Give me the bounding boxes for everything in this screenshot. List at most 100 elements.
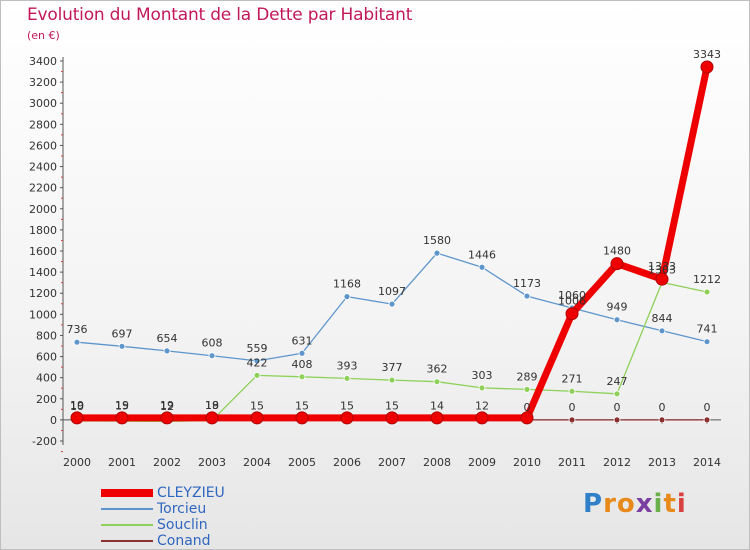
data-label: 15 <box>115 399 129 412</box>
data-label: 1173 <box>513 277 541 290</box>
data-point <box>613 416 621 424</box>
data-point <box>73 338 81 346</box>
data-label: 19 <box>70 399 84 412</box>
data-label: 1333 <box>648 260 676 273</box>
legend-swatch <box>101 508 153 510</box>
data-label: 15 <box>295 399 309 412</box>
data-point <box>613 390 621 398</box>
x-tick-label: 2005 <box>288 456 316 469</box>
x-tick-label: 2007 <box>378 456 406 469</box>
legend-swatch <box>101 489 153 497</box>
data-label: 0 <box>659 401 666 414</box>
data-point <box>343 293 351 301</box>
data-label: 303 <box>472 369 493 382</box>
data-point <box>160 411 174 425</box>
logo-letter: i <box>676 489 687 519</box>
data-label: 18 <box>205 399 219 412</box>
y-tick-label: -200 <box>32 435 57 448</box>
y-tick-label: 2000 <box>29 203 57 216</box>
legend-label: Souclin <box>157 517 208 533</box>
data-point <box>703 416 711 424</box>
legend-label: CLEYZIEU <box>157 485 225 501</box>
data-label: 1060 <box>558 289 586 302</box>
y-tick-label: 2600 <box>29 139 57 152</box>
data-label: 10 <box>70 400 84 413</box>
data-point <box>385 411 399 425</box>
data-label: 736 <box>67 323 88 336</box>
data-point <box>343 375 351 382</box>
data-label: 654 <box>157 332 178 345</box>
data-point <box>115 411 129 425</box>
y-tick-label: 3400 <box>29 55 57 68</box>
y-tick-label: 0 <box>50 414 57 427</box>
y-tick-label: 800 <box>36 329 57 342</box>
data-label: 1580 <box>423 234 451 247</box>
y-tick-label: 1000 <box>29 308 57 321</box>
data-point <box>295 411 309 425</box>
data-label: 1097 <box>378 285 406 298</box>
data-label: 289 <box>517 370 538 383</box>
proxiti-logo: Proxiti <box>583 489 687 519</box>
data-point <box>613 316 621 324</box>
data-label: 1212 <box>693 273 721 286</box>
data-point <box>253 357 261 365</box>
data-label: 271 <box>562 372 583 385</box>
data-label: 19 <box>115 399 129 412</box>
x-tick-label: 2003 <box>198 456 226 469</box>
y-tick-label: 1600 <box>29 245 57 258</box>
data-label: 1006 <box>558 295 586 308</box>
data-label: 1446 <box>468 248 496 261</box>
data-label: 559 <box>247 342 268 355</box>
x-tick-label: 2006 <box>333 456 361 469</box>
x-tick-label: 2000 <box>63 456 91 469</box>
y-tick-label: 2800 <box>29 118 57 131</box>
logo-letter: i <box>653 489 664 519</box>
data-point <box>610 257 624 271</box>
data-label: 3343 <box>693 48 721 61</box>
data-point <box>478 263 486 271</box>
legend-label: Conand <box>157 533 211 549</box>
y-tick-label: 600 <box>36 351 57 364</box>
x-tick-label: 2001 <box>108 456 136 469</box>
data-label: 631 <box>292 334 313 347</box>
x-tick-label: 2008 <box>423 456 451 469</box>
y-tick-label: 1200 <box>29 287 57 300</box>
y-tick-label: 200 <box>36 393 57 406</box>
data-label: 949 <box>607 301 628 314</box>
data-label: 697 <box>112 327 133 340</box>
data-label: 0 <box>614 401 621 414</box>
y-tick-label: 3000 <box>29 97 57 110</box>
data-point <box>568 416 576 424</box>
y-tick-label: 400 <box>36 372 57 385</box>
data-point <box>658 416 666 424</box>
logo-letter: o <box>616 489 636 519</box>
data-point <box>433 249 441 257</box>
logo-letter: x <box>635 489 654 519</box>
data-point <box>523 292 531 300</box>
data-point <box>253 371 261 379</box>
data-label: 1168 <box>333 278 361 291</box>
data-point <box>430 411 444 425</box>
data-point <box>655 272 669 286</box>
logo-letter: r <box>603 489 617 519</box>
data-label: 12 <box>160 400 174 413</box>
data-point <box>700 60 714 74</box>
data-label: 377 <box>382 361 403 374</box>
data-label: 0 <box>704 401 711 414</box>
logo-letter: P <box>583 489 604 519</box>
y-tick-label: 1800 <box>29 224 57 237</box>
data-label: 1303 <box>648 263 676 276</box>
data-label: 362 <box>427 363 448 376</box>
data-label: 1480 <box>603 245 631 258</box>
x-tick-label: 2012 <box>603 456 631 469</box>
data-point <box>208 352 216 360</box>
data-label: 393 <box>337 359 358 372</box>
x-tick-label: 2011 <box>558 456 586 469</box>
y-tick-label: 2400 <box>29 161 57 174</box>
chart-subtitle: (en €) <box>27 29 60 42</box>
data-point <box>388 300 396 308</box>
legend-label: Torcieu <box>157 501 207 517</box>
data-point <box>523 385 531 393</box>
